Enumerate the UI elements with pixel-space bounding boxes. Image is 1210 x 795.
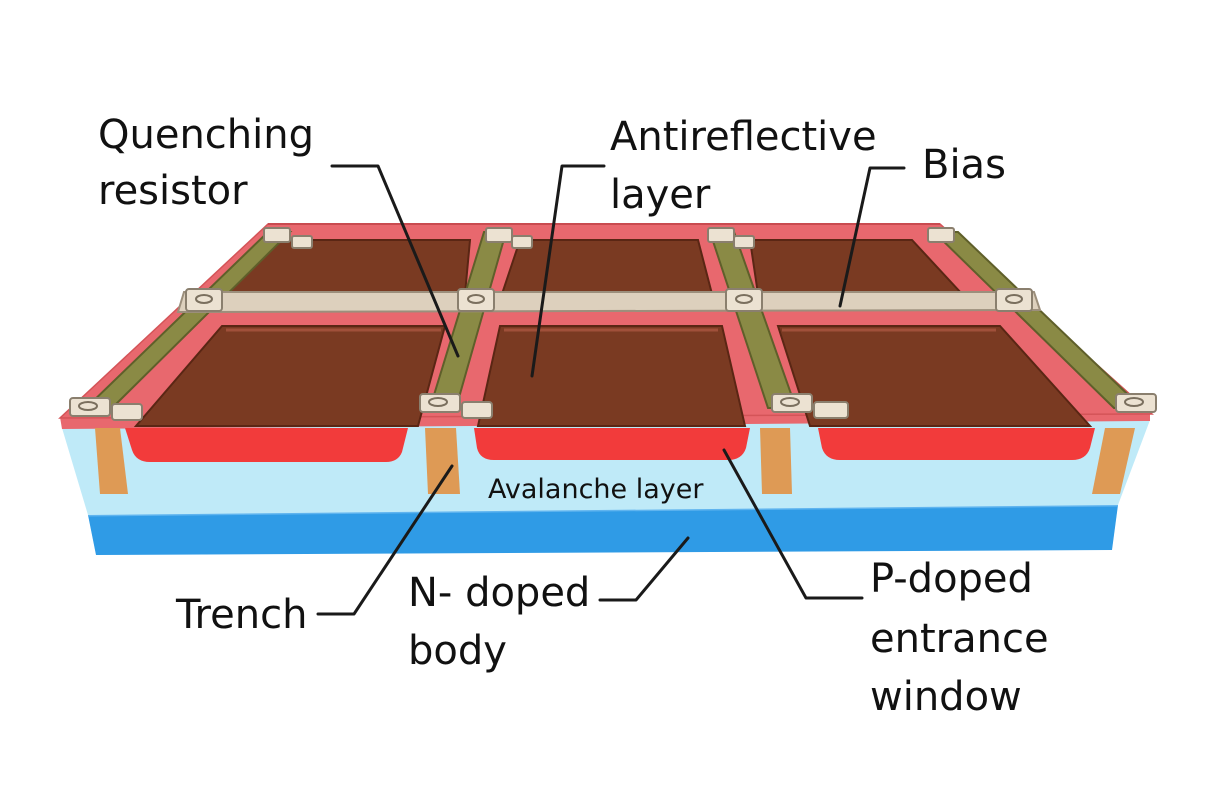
trench-3 <box>760 428 792 494</box>
trench-2 <box>425 428 460 494</box>
p-window-3 <box>818 428 1095 460</box>
cell-front-3 <box>776 325 1093 427</box>
trench-1 <box>95 428 128 494</box>
bias-bus <box>176 288 1042 314</box>
bias-bar <box>176 291 1042 314</box>
leader-quenching <box>330 164 460 358</box>
trenches <box>95 428 1135 494</box>
cell-front-2 <box>476 325 747 427</box>
label-quenching-resistor-line2: resistor <box>98 168 248 214</box>
leader-trench <box>316 464 454 616</box>
leader-bias <box>838 166 906 308</box>
leader-lines <box>316 164 906 616</box>
label-n-doped-line1: N- doped <box>408 570 590 616</box>
label-p-doped-line1: P-doped <box>870 556 1033 602</box>
leader-antireflective <box>530 164 606 378</box>
p-window-1 <box>125 428 408 462</box>
label-bias: Bias <box>922 142 1006 188</box>
contact-pads <box>69 227 1157 421</box>
label-antireflective-line1: Antireflective <box>610 114 877 160</box>
n-doped-body <box>88 505 1118 555</box>
cell-back-2 <box>500 239 714 295</box>
cell-front-1 <box>133 325 447 427</box>
p-window-2 <box>474 428 750 460</box>
label-trench: Trench <box>175 592 307 638</box>
labels: Quenching resistor Antireflective layer … <box>98 112 1049 720</box>
leader-p-doped <box>722 448 864 600</box>
label-p-doped-line2: entrance <box>870 616 1049 662</box>
p-doped-windows <box>125 428 1095 462</box>
label-quenching-resistor-line1: Quenching <box>98 112 314 158</box>
leader-n-doped <box>598 536 690 602</box>
label-antireflective-line2: layer <box>610 172 711 218</box>
label-avalanche-layer: Avalanche layer <box>488 474 704 505</box>
trench-4 <box>1092 428 1135 494</box>
label-n-doped-line2: body <box>408 628 507 674</box>
label-p-doped-line3: window <box>870 674 1022 720</box>
